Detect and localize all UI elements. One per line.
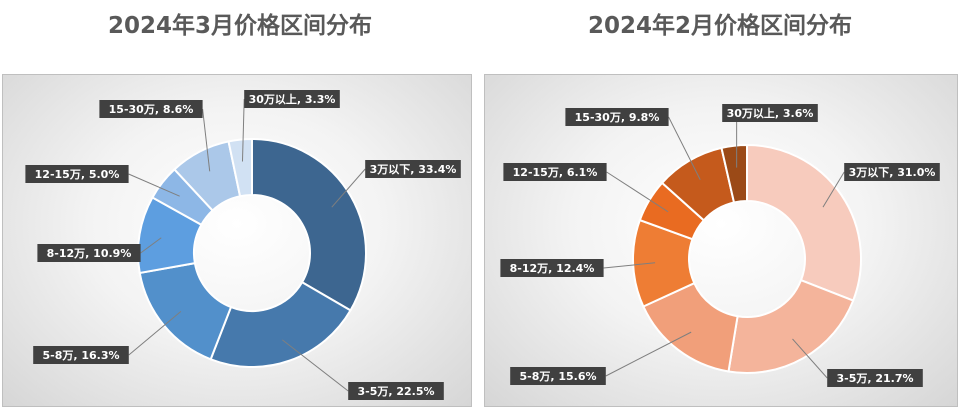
- data-label-box: [500, 259, 604, 277]
- donut-segment: [251, 137, 367, 312]
- donut-segment: [227, 137, 253, 198]
- data-label: 5-8万, 16.3%: [33, 346, 129, 364]
- leader-line: [140, 237, 162, 254]
- leader-line: [668, 116, 701, 180]
- data-label-box: [244, 90, 340, 108]
- data-labels: 3万以下, 33.4% 3-5万, 22.5% 5-8万, 16.3% 8-12万, …: [25, 90, 461, 400]
- donut-segments: [632, 143, 862, 374]
- donut-segment: [746, 143, 862, 302]
- leader-line: [603, 262, 656, 269]
- data-label-box: [503, 163, 607, 181]
- data-label-box: [37, 244, 141, 262]
- data-label-text: 5-8万, 15.6%: [519, 370, 596, 383]
- data-label-box: [565, 108, 669, 126]
- donut-segment: [209, 280, 352, 368]
- data-label-text: 3万以下, 31.0%: [849, 166, 936, 179]
- donut-segment: [138, 261, 233, 361]
- data-labels: 3万以下, 31.0% 3-5万, 21.7% 5-8万, 15.6% 8-12万, …: [500, 104, 940, 387]
- data-label-text: 3万以下, 33.4%: [370, 163, 457, 176]
- data-label: 30万以上, 3.3%: [244, 90, 340, 108]
- leader-lines: [603, 116, 845, 379]
- leader-line: [822, 171, 845, 208]
- donut-segments: [137, 137, 367, 368]
- data-label-text: 3-5万, 22.5%: [357, 385, 434, 398]
- data-label: 3-5万, 22.5%: [348, 382, 444, 400]
- data-label: 5-8万, 15.6%: [510, 367, 606, 385]
- data-label-text: 12-15万, 6.1%: [513, 166, 598, 179]
- data-label-text: 15-30万, 9.8%: [575, 111, 660, 124]
- data-label-box: [25, 165, 129, 183]
- data-label-text: 15-30万, 8.6%: [109, 103, 194, 116]
- data-label: 3-5万, 21.7%: [827, 369, 923, 387]
- data-label: 30万以上, 3.6%: [722, 104, 818, 122]
- data-label: 15-30万, 8.6%: [99, 100, 203, 118]
- leader-line: [331, 168, 366, 208]
- data-label-text: 8-12万, 10.9%: [47, 247, 132, 260]
- data-label-text: 5-8万, 16.3%: [42, 349, 119, 362]
- data-label: 12-15万, 6.1%: [503, 163, 607, 181]
- chart-panel-feb: 3万以下, 31.0% 3-5万, 21.7% 5-8万, 15.6% 8-12万, …: [484, 74, 958, 407]
- donut-segment: [720, 143, 748, 204]
- data-label: 8-12万, 10.9%: [37, 244, 141, 262]
- leader-line: [605, 331, 692, 377]
- data-label-box: [365, 160, 461, 178]
- leader-line: [282, 339, 349, 392]
- leader-line: [128, 311, 182, 356]
- data-label-box: [510, 367, 606, 385]
- leader-line: [202, 108, 211, 172]
- data-label-box: [722, 104, 818, 122]
- data-label-text: 12-15万, 5.0%: [35, 168, 120, 181]
- chart-title-feb: 2024年2月价格区间分布: [587, 13, 853, 39]
- data-label-box: [844, 163, 940, 181]
- leader-line: [606, 171, 669, 213]
- data-label-text: 30万以上, 3.6%: [727, 106, 814, 120]
- donut-chart-march: 3万以下, 33.4% 3-5万, 22.5% 5-8万, 16.3% 8-12万, …: [25, 90, 461, 400]
- data-label: 8-12万, 12.4%: [500, 259, 604, 277]
- data-label: 15-30万, 9.8%: [565, 108, 669, 126]
- chart-title-march: 2024年3月价格区间分布: [107, 13, 373, 39]
- leader-line: [128, 173, 180, 197]
- leader-lines: [128, 98, 366, 392]
- data-label-text: 30万以上, 3.3%: [249, 92, 336, 106]
- data-label: 3万以下, 31.0%: [844, 163, 940, 181]
- donut-segment: [727, 278, 855, 374]
- data-label-box: [348, 382, 444, 400]
- chart-panel-march: 3万以下, 33.4% 3-5万, 22.5% 5-8万, 16.3% 8-12万, …: [2, 74, 472, 407]
- data-label: 12-15万, 5.0%: [25, 165, 129, 183]
- data-label-text: 8-12万, 12.4%: [510, 262, 595, 275]
- donut-chart-feb: 3万以下, 31.0% 3-5万, 21.7% 5-8万, 15.6% 8-12万, …: [500, 104, 940, 387]
- leader-line: [792, 338, 828, 379]
- data-label-text: 3-5万, 21.7%: [836, 372, 913, 385]
- data-label-box: [33, 346, 129, 364]
- data-label: 3万以下, 33.4%: [365, 160, 461, 178]
- data-label-box: [99, 100, 203, 118]
- data-label-box: [827, 369, 923, 387]
- leader-line: [241, 98, 245, 162]
